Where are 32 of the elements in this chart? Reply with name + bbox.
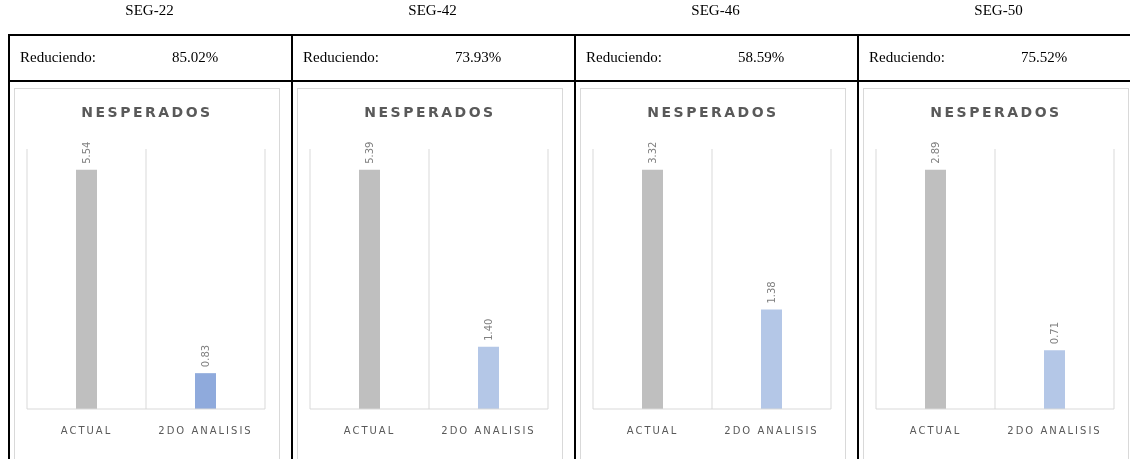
chart-subtitle: NESPERADOS	[80, 104, 214, 120]
text: 75.52%	[1021, 49, 1068, 66]
chart-subtitle: NESPERADOS	[646, 104, 780, 120]
data-label: 0.71	[1049, 321, 1061, 345]
data-label: 0.83	[200, 344, 212, 368]
text: Reduciendo:	[586, 49, 662, 66]
text: Reduciendo:	[303, 49, 379, 66]
data-label: 1.40	[483, 318, 495, 341]
x-tick-label: ACTUAL	[60, 425, 113, 437]
data-label: 1.38	[766, 281, 778, 304]
data-label: 2.89	[930, 141, 942, 164]
text: 73.93%	[455, 49, 502, 66]
chart-title: SEG-42	[407, 2, 458, 19]
chart-subtitle: NESPERADOS	[363, 104, 497, 120]
chart-title: SEG-22	[124, 2, 175, 19]
x-tick-label: ACTUAL	[626, 425, 679, 437]
chart-title: SEG-50	[973, 2, 1024, 19]
text: Reduciendo:	[20, 49, 96, 66]
x-tick-label: 2DO ANALISIS	[441, 425, 536, 437]
x-tick-label: ACTUAL	[343, 425, 396, 437]
text: 85.02%	[172, 49, 219, 66]
text: 58.59%	[738, 49, 785, 66]
x-tick-label: 2DO ANALISIS	[724, 425, 819, 437]
x-tick-label: ACTUAL	[909, 425, 962, 437]
x-tick-label: 2DO ANALISIS	[1007, 425, 1102, 437]
chart-title: SEG-46	[690, 2, 741, 19]
data-label: 5.39	[364, 141, 376, 164]
chart-subtitle: NESPERADOS	[929, 104, 1063, 120]
data-label: 5.54	[81, 141, 93, 164]
text: Reduciendo:	[869, 49, 945, 66]
x-tick-label: 2DO ANALISIS	[158, 425, 253, 437]
data-label: 3.32	[647, 141, 659, 164]
